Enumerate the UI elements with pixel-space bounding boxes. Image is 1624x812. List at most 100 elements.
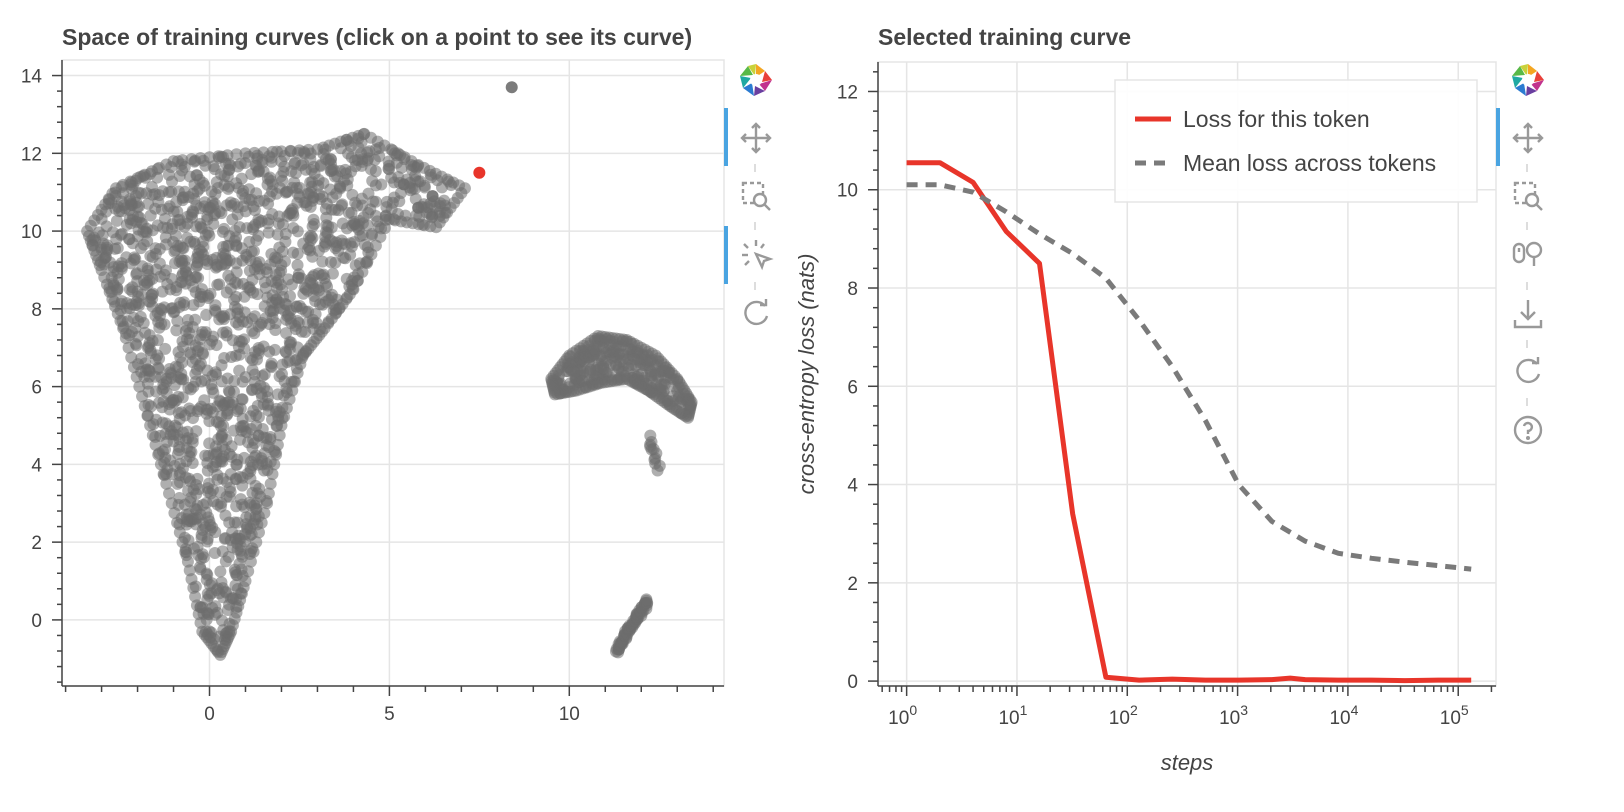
data-point [136, 390, 149, 403]
data-point [385, 171, 398, 184]
data-point [162, 202, 175, 215]
data-point [162, 168, 175, 181]
y-tick-label: 14 [21, 67, 43, 88]
data-point [275, 145, 288, 158]
data-point [201, 482, 214, 495]
data-point [263, 318, 276, 331]
toolbar-separator [754, 164, 756, 172]
data-point [211, 468, 224, 481]
data-point [130, 370, 143, 383]
data-point [223, 490, 236, 503]
data-point [155, 317, 168, 330]
data-point [186, 412, 199, 425]
data-point [288, 157, 301, 170]
reset-icon[interactable] [734, 292, 778, 336]
data-point [291, 247, 304, 260]
data-point [218, 397, 231, 410]
data-point [220, 239, 233, 252]
data-point [218, 169, 231, 182]
data-point [172, 407, 185, 420]
data-point [127, 361, 140, 374]
data-point [165, 497, 178, 510]
data-point [169, 360, 182, 373]
data-point [270, 448, 283, 461]
data-point [248, 375, 261, 388]
data-point [222, 269, 235, 282]
data-point [127, 311, 140, 324]
data-point [299, 283, 312, 296]
data-point [257, 146, 270, 159]
data-point [304, 234, 317, 247]
data-point [159, 427, 172, 440]
active-tool-indicator [724, 226, 728, 284]
data-point [171, 477, 184, 490]
data-point [262, 487, 275, 500]
data-point [362, 206, 375, 219]
data-point [206, 369, 219, 382]
data-point [326, 267, 339, 280]
data-point [195, 221, 208, 234]
data-point [271, 388, 284, 401]
data-point [234, 157, 247, 170]
data-point [125, 351, 138, 364]
save-icon[interactable] [1506, 292, 1550, 336]
data-point [305, 180, 318, 193]
data-point [284, 144, 297, 157]
box-zoom-icon[interactable] [734, 174, 778, 218]
data-point [216, 545, 229, 558]
data-point [235, 393, 248, 406]
data-point [375, 178, 388, 191]
token-loss-line [906, 160, 1472, 684]
data-point [136, 218, 149, 231]
data-point [238, 342, 251, 355]
data-point [340, 272, 353, 285]
data-point [203, 151, 216, 164]
box-zoom-icon[interactable] [1506, 174, 1550, 218]
data-point [148, 188, 161, 201]
data-point [157, 468, 170, 481]
data-point [276, 358, 289, 371]
data-point [266, 289, 279, 302]
data-point [261, 217, 274, 230]
legend-box [1114, 79, 1478, 203]
data-point [170, 394, 183, 407]
y-tick-label: 6 [31, 378, 42, 399]
data-point [252, 526, 265, 539]
data-point [246, 324, 259, 337]
data-point [207, 495, 220, 508]
data-point [397, 178, 410, 191]
data-point [215, 614, 228, 627]
pan-icon[interactable] [734, 116, 778, 160]
y-tick-label: 4 [31, 455, 42, 476]
data-point [215, 375, 228, 388]
tap-select-icon[interactable] [734, 232, 778, 276]
help-icon[interactable] [1506, 408, 1550, 452]
data-point [268, 458, 281, 471]
data-point [256, 422, 269, 435]
data-point [247, 545, 260, 558]
data-point [426, 190, 439, 203]
scatter-plot[interactable]: 0 5 10 0 2 4 6 8 10 12 14 [0, 0, 740, 720]
data-point [275, 367, 288, 380]
data-point [355, 147, 368, 160]
data-point [266, 208, 279, 221]
data-point [137, 317, 150, 330]
data-point [146, 429, 159, 442]
data-point [194, 288, 207, 301]
training-curve-plot[interactable]: 100 101 102 103 104 105 0 2 4 6 8 10 12 steps cross-en… [780, 0, 1540, 812]
cluster-crescent [545, 330, 698, 424]
data-point [191, 344, 204, 357]
data-point [242, 565, 255, 578]
data-point [142, 197, 155, 210]
data-point [225, 351, 238, 364]
reset-icon[interactable] [1506, 350, 1550, 394]
pan-icon[interactable] [1506, 116, 1550, 160]
wheel-zoom-icon[interactable] [1506, 232, 1550, 276]
data-point [301, 316, 314, 329]
data-point [649, 367, 662, 380]
data-point [188, 192, 201, 205]
data-point [141, 279, 154, 292]
selected-point[interactable] [473, 166, 486, 179]
data-point [115, 257, 128, 270]
data-point [185, 153, 198, 166]
